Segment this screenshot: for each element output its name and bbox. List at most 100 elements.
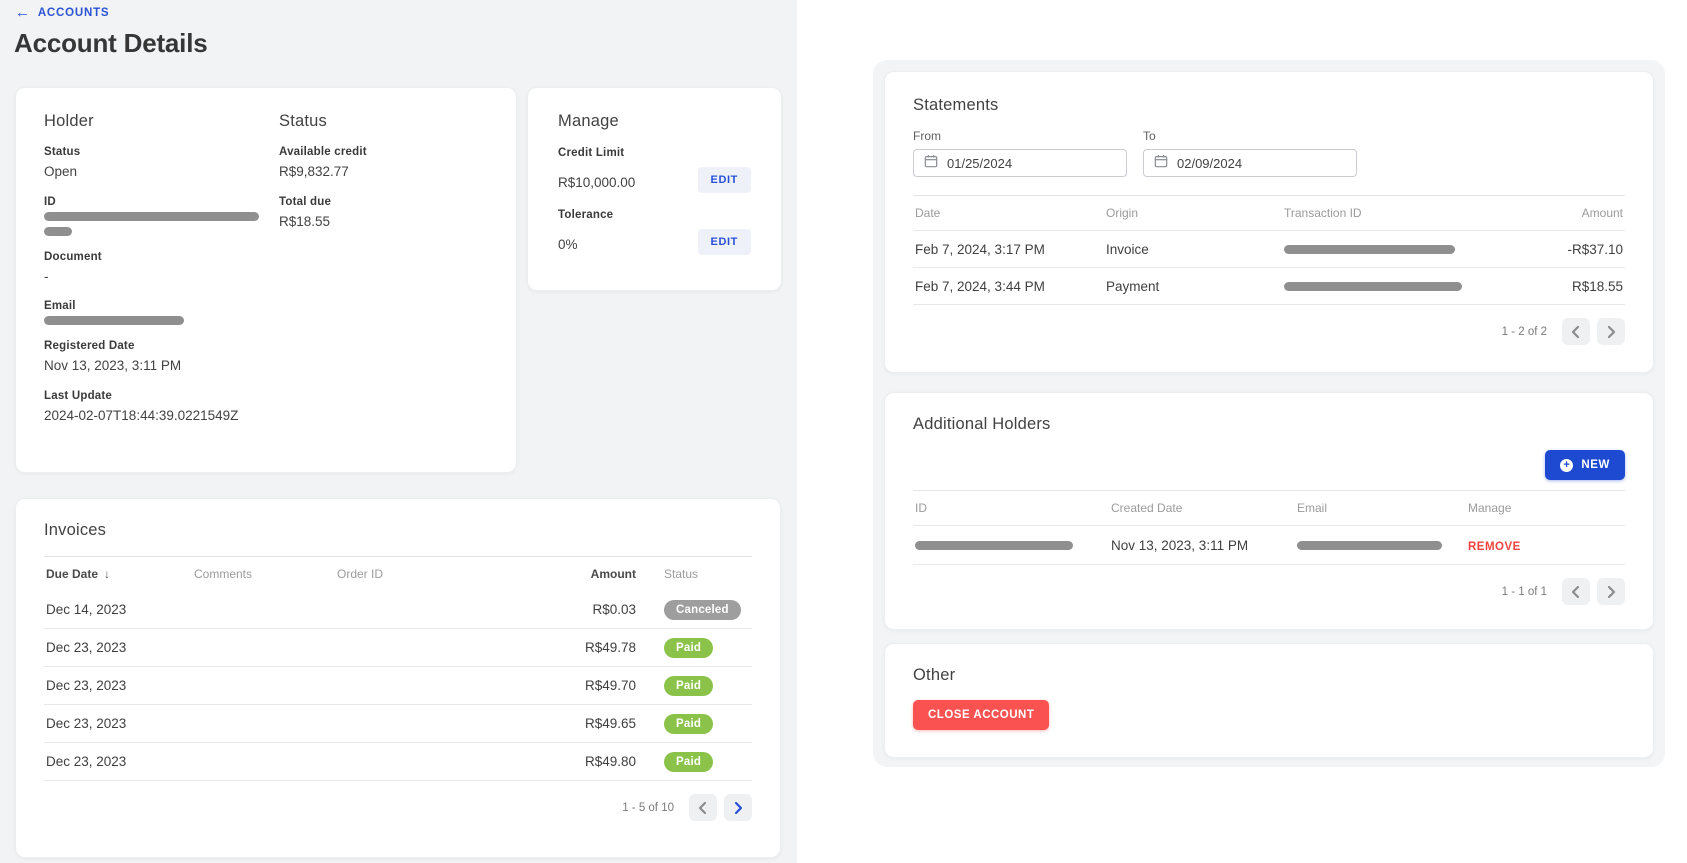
back-arrow-icon: ←	[15, 4, 31, 21]
edit-credit-limit-button[interactable]: EDIT	[697, 167, 751, 193]
close-account-button[interactable]: CLOSE ACCOUNT	[913, 700, 1050, 730]
from-date-input[interactable]	[913, 149, 1127, 177]
status-column: Status Available credit R$9,832.77 Total…	[279, 112, 488, 448]
right-pane: Statements From To Date Origin	[873, 60, 1665, 767]
additional-holders-table: ID Created Date Email Manage Nov 13, 202…	[913, 490, 1625, 565]
chevron-left-icon	[1569, 325, 1583, 339]
sort-desc-icon: ↓	[104, 567, 111, 581]
page-title: Account Details	[14, 28, 208, 58]
chevron-right-icon	[731, 801, 745, 815]
calendar-icon	[924, 154, 938, 173]
col-manage: Manage	[1468, 501, 1512, 515]
status-badge: Paid	[664, 675, 714, 696]
to-date-field[interactable]	[1177, 155, 1346, 171]
holder-registered-field: Registered Date Nov 13, 2023, 3:11 PM	[44, 340, 279, 375]
invoice-row: Dec 14, 2023 R$0.03 Canceled	[44, 591, 752, 629]
chevron-right-icon	[1604, 585, 1618, 599]
col-origin: Origin	[1106, 206, 1139, 220]
statements-prev-page-button[interactable]	[1562, 318, 1590, 345]
additional-holders-card: Additional Holders + NEW ID Created Date…	[884, 392, 1654, 630]
additional-holders-header-row: ID Created Date Email Manage	[913, 491, 1625, 526]
invoices-next-page-button[interactable]	[724, 794, 752, 821]
status-badge: Paid	[664, 713, 714, 734]
col-created-date: Created Date	[1111, 501, 1183, 515]
statements-table: Date Origin Transaction ID Amount Feb 7,…	[913, 195, 1625, 305]
additional-holders-title: Additional Holders	[913, 415, 1051, 433]
holder-email-field: Email	[44, 300, 279, 326]
holder-last-update-field: Last Update 2024-02-07T18:44:39.0221549Z	[44, 390, 279, 425]
holder-column: Holder Status Open ID Document - Email R…	[44, 112, 279, 448]
invoices-card: Invoices Due Date ↓ Comments Order ID Amo…	[15, 498, 781, 858]
col-amount: Amount	[590, 567, 636, 581]
holder-title: Holder	[44, 112, 94, 130]
holder-card: Holder Status Open ID Document - Email R…	[15, 87, 517, 473]
manage-title: Manage	[558, 112, 619, 130]
manage-card: Manage Credit Limit R$10,000.00 EDIT Tol…	[527, 87, 782, 291]
status-badge: Paid	[664, 751, 714, 772]
redacted-holder-email	[44, 316, 184, 326]
total-due-field: Total due R$18.55	[279, 196, 488, 231]
invoice-row: Dec 23, 2023 R$49.65 Paid	[44, 705, 752, 743]
redacted-transaction-id	[1284, 244, 1455, 254]
chevron-left-icon	[1569, 585, 1583, 599]
chevron-left-icon	[696, 801, 710, 815]
credit-limit-value: R$10,000.00	[558, 174, 636, 190]
col-id: ID	[915, 501, 927, 515]
breadcrumb-label: ACCOUNTS	[37, 6, 110, 19]
col-email: Email	[1297, 501, 1328, 515]
statement-row: Feb 7, 2024, 3:44 PM Payment R$18.55	[913, 268, 1625, 305]
col-due-date[interactable]: Due Date ↓	[46, 567, 111, 581]
statements-date-filters: From To	[913, 129, 1625, 177]
col-status: Status	[664, 567, 699, 581]
col-date: Date	[915, 206, 941, 220]
invoices-pagination: 1 - 5 of 10	[44, 794, 752, 821]
additional-holders-pagination-label: 1 - 1 of 1	[1501, 585, 1547, 598]
invoices-pagination-label: 1 - 5 of 10	[622, 801, 674, 814]
new-holder-button[interactable]: + NEW	[1545, 450, 1625, 480]
invoices-prev-page-button[interactable]	[689, 794, 717, 821]
invoice-row: Dec 23, 2023 R$49.70 Paid	[44, 667, 752, 705]
breadcrumb[interactable]: ← ACCOUNTS	[15, 5, 109, 20]
statement-row: Feb 7, 2024, 3:17 PM Invoice -R$37.10	[913, 231, 1625, 268]
additional-holders-prev-page-button[interactable]	[1562, 578, 1590, 605]
additional-holders-pagination: 1 - 1 of 1	[913, 578, 1625, 605]
col-comments: Comments	[194, 567, 253, 581]
available-credit-value: R$9,832.77	[279, 164, 349, 179]
redacted-email	[1297, 540, 1442, 550]
additional-holders-next-page-button[interactable]	[1597, 578, 1625, 605]
col-order-id: Order ID	[337, 567, 384, 581]
additional-holder-row: Nov 13, 2023, 3:11 PM REMOVE	[913, 526, 1625, 565]
from-label: From	[913, 129, 941, 143]
remove-holder-button[interactable]: REMOVE	[1468, 540, 1521, 553]
plus-circle-icon: +	[1560, 458, 1574, 472]
other-title: Other	[913, 666, 956, 684]
to-date-input[interactable]	[1143, 149, 1357, 177]
statements-title: Statements	[913, 96, 999, 114]
holder-document-field: Document -	[44, 251, 279, 286]
left-pane: ← ACCOUNTS Account Details Holder Status…	[0, 0, 797, 863]
credit-limit-item: Credit Limit R$10,000.00 EDIT	[558, 147, 751, 193]
holder-id-field: ID	[44, 196, 279, 236]
redacted-transaction-id	[1284, 281, 1462, 291]
redacted-holder-id	[44, 211, 259, 221]
other-card: Other CLOSE ACCOUNT	[884, 643, 1654, 758]
invoice-row: Dec 23, 2023 R$49.78 Paid	[44, 629, 752, 667]
holder-status-value: Open	[44, 164, 78, 179]
available-credit-field: Available credit R$9,832.77	[279, 146, 488, 181]
status-badge: Canceled	[664, 599, 741, 620]
tolerance-value: 0%	[558, 236, 578, 252]
statements-pagination-label: 1 - 2 of 2	[1501, 325, 1547, 338]
statements-header-row: Date Origin Transaction ID Amount	[913, 196, 1625, 231]
holder-registered-value: Nov 13, 2023, 3:11 PM	[44, 358, 182, 374]
edit-tolerance-button[interactable]: EDIT	[697, 229, 751, 255]
redacted-holder-id-line2	[44, 226, 72, 236]
status-title: Status	[279, 112, 327, 130]
holder-last-update-value: 2024-02-07T18:44:39.0221549Z	[44, 407, 239, 423]
statements-card: Statements From To Date Origin	[884, 71, 1654, 373]
to-date-group: To	[1143, 129, 1357, 177]
from-date-field[interactable]	[947, 155, 1116, 171]
invoice-row: Dec 23, 2023 R$49.80 Paid	[44, 743, 752, 781]
calendar-icon	[1154, 154, 1168, 173]
statements-next-page-button[interactable]	[1597, 318, 1625, 345]
from-date-group: From	[913, 129, 1127, 177]
